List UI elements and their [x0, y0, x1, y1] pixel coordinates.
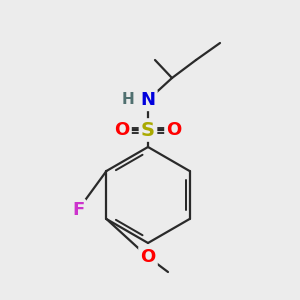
Text: O: O — [114, 121, 130, 139]
Text: F: F — [72, 201, 84, 219]
Text: S: S — [141, 121, 155, 140]
Text: H: H — [122, 92, 134, 107]
Text: N: N — [140, 91, 155, 109]
Text: O: O — [140, 248, 156, 266]
Text: O: O — [167, 121, 182, 139]
